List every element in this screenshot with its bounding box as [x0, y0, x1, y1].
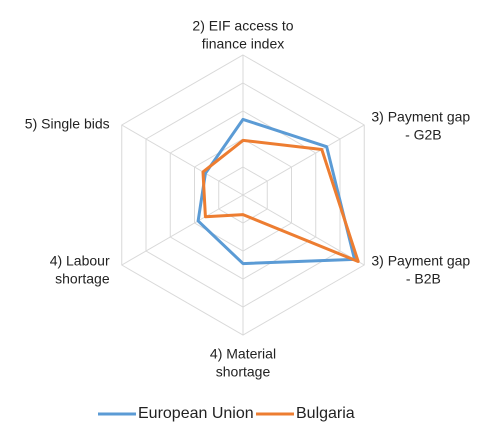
- axis-label: shortage: [55, 271, 110, 287]
- series-line: [196, 117, 357, 266]
- axis-label: 4) Material: [210, 346, 276, 362]
- legend-label: Bulgaria: [296, 405, 355, 422]
- series-line: [201, 138, 360, 263]
- axis-label: 2) EIF access to: [192, 18, 293, 34]
- axis-label: 4) Labour: [50, 253, 110, 269]
- axis-label: finance index: [202, 36, 285, 52]
- axis-label: 3) Payment gap: [371, 253, 470, 269]
- spoke: [242, 194, 365, 266]
- axis-label: - B2B: [406, 271, 441, 287]
- axis-label: 5) Single bids: [25, 116, 110, 132]
- spoke: [121, 124, 244, 196]
- legend-label: European Union: [138, 405, 254, 422]
- axis-label: 3) Payment gap: [371, 109, 470, 125]
- axis-label: shortage: [216, 364, 271, 380]
- axis-label: - G2B: [405, 127, 442, 143]
- spoke: [242, 124, 365, 196]
- spoke: [121, 194, 244, 266]
